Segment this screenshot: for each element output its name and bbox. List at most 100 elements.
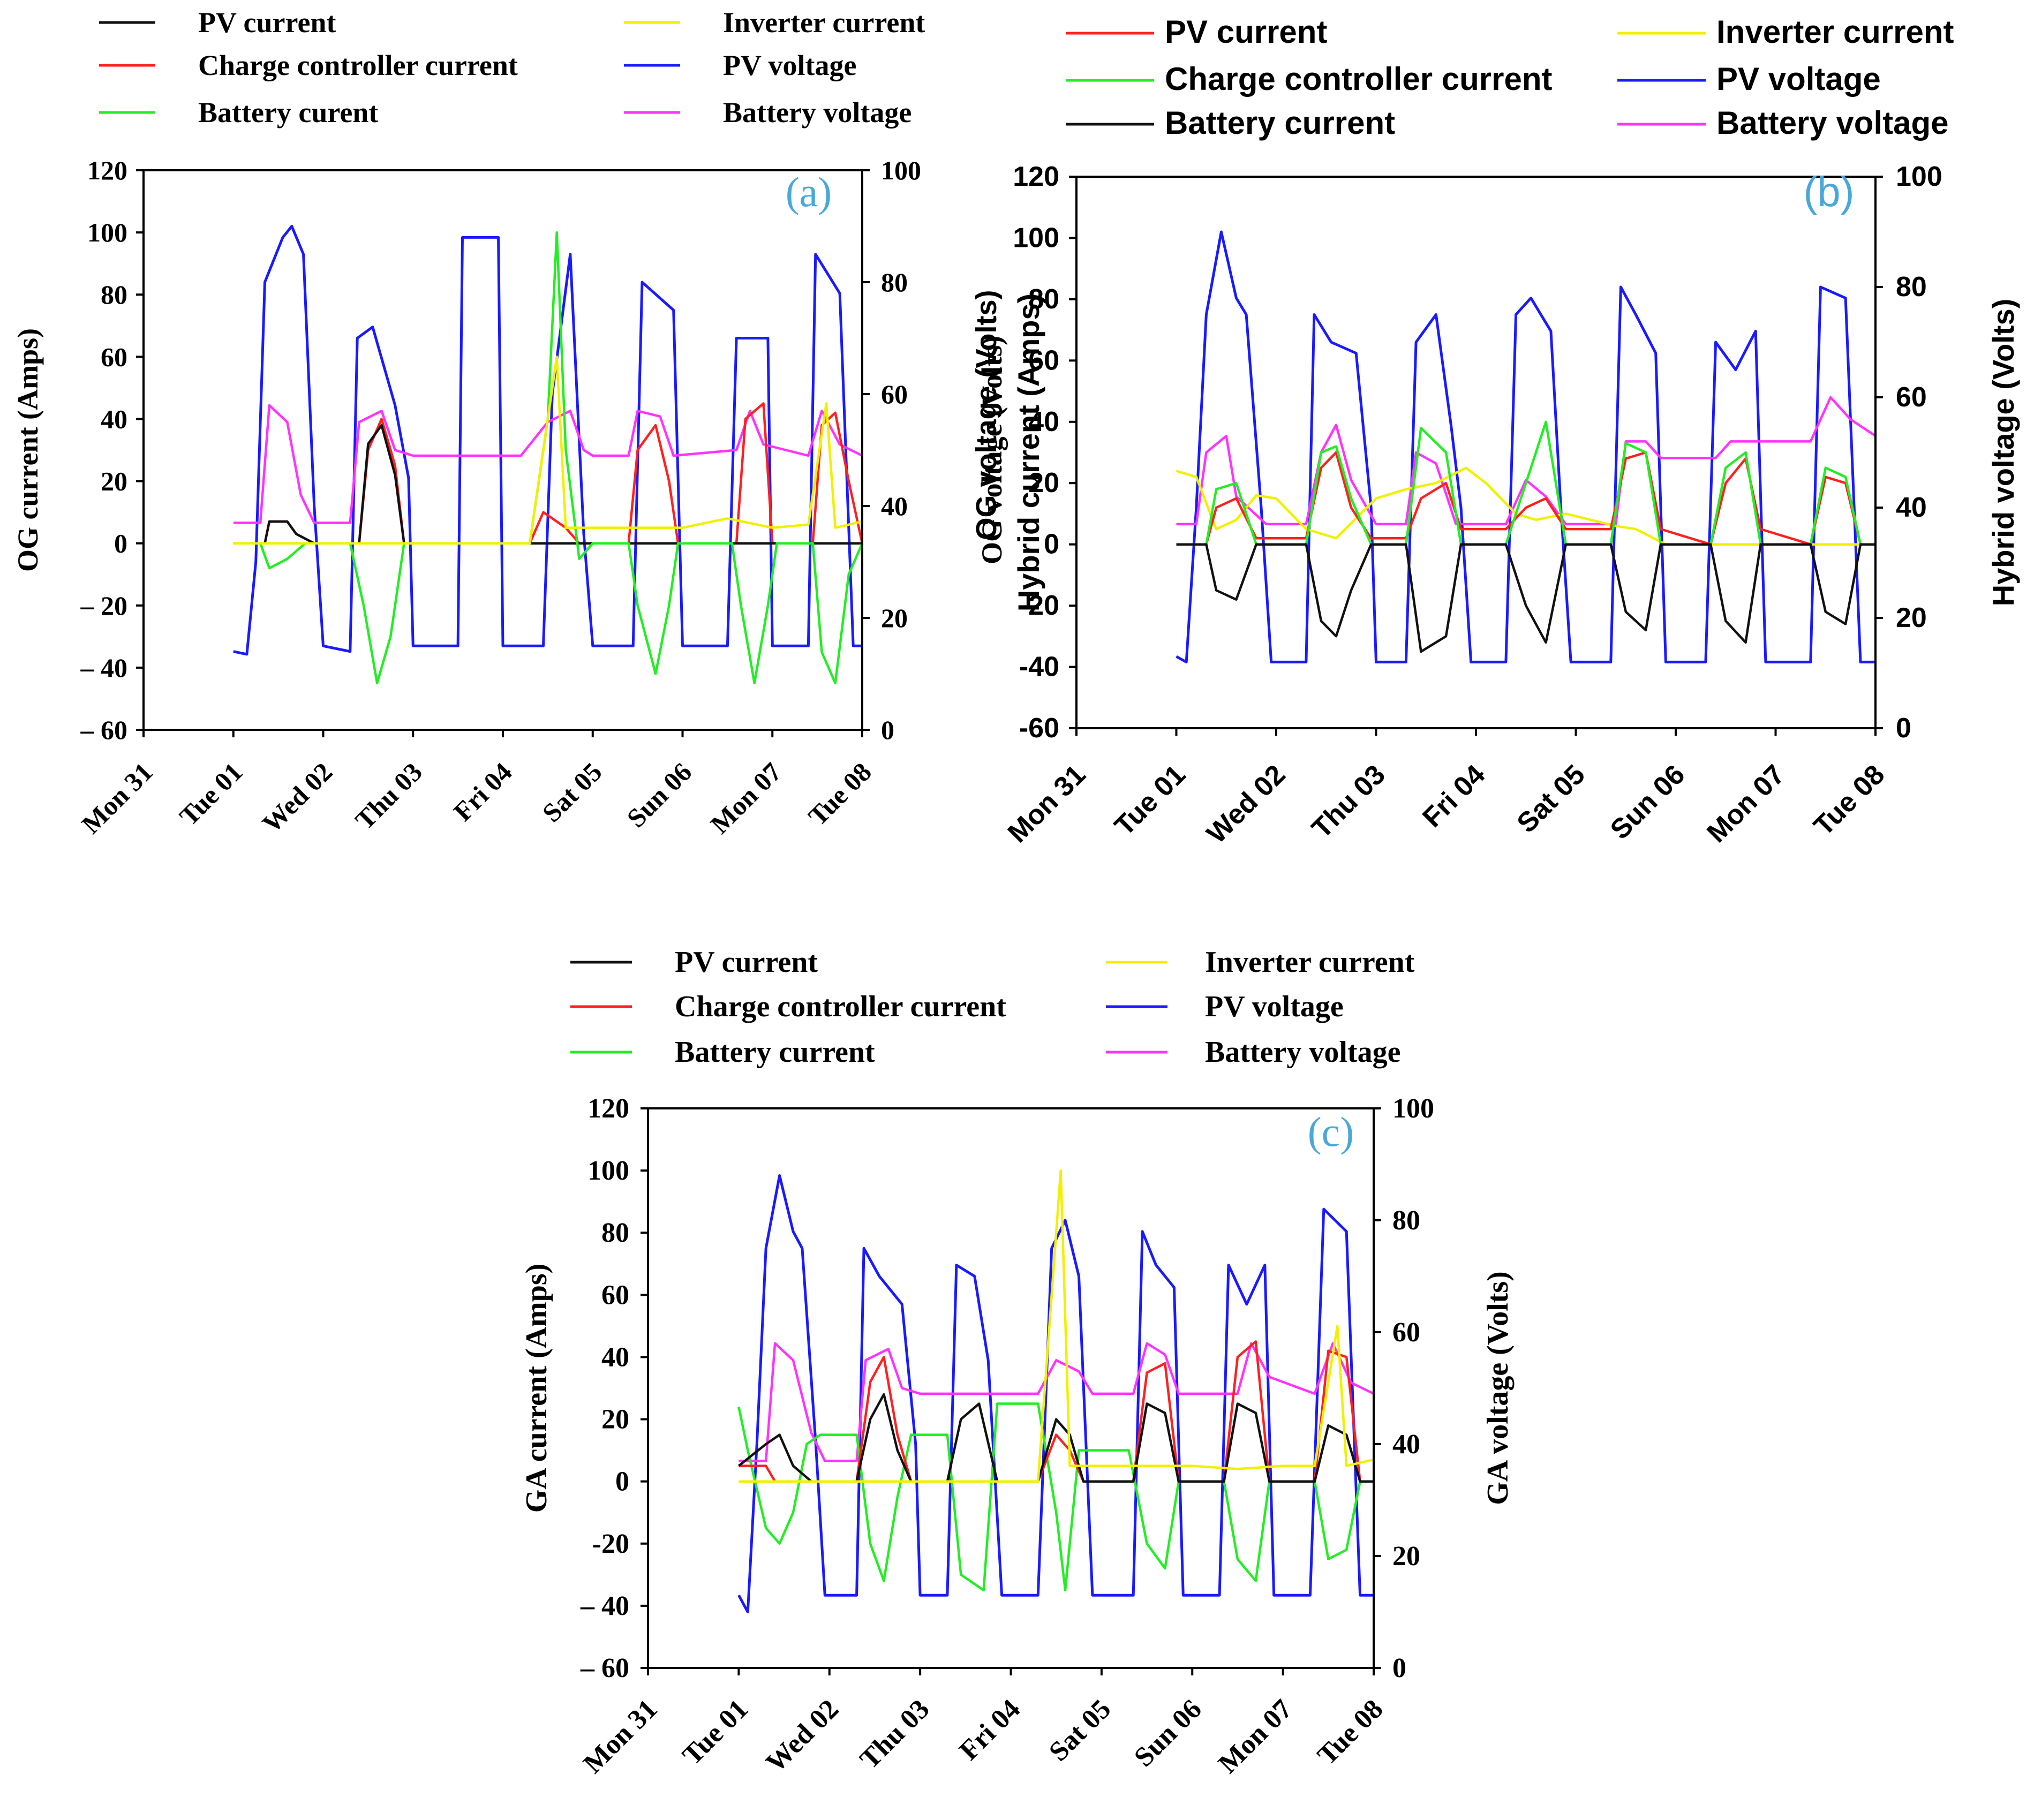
y2-tick-label: 0 <box>1392 1653 1406 1683</box>
chart-panel-a: 120 100 80 60 40 20 0 – 20 – 40 – 60 100 80 60 40 20 0 M… <box>12 6 1008 840</box>
y2-tick-label: 100 <box>1896 161 1942 192</box>
y-tick-label: 0 <box>615 1467 629 1497</box>
x-tick-label-sun-06: Sun 06 <box>1604 759 1691 845</box>
y-axis-label: Hybrid current (Amps) <box>1012 293 1045 611</box>
y2-tick-label: 60 <box>881 379 908 409</box>
panel-label: (a) <box>786 169 832 215</box>
y-tick-label: – 40 <box>580 1591 629 1621</box>
y2-tick-label: 20 <box>1392 1541 1420 1572</box>
x-tick-label-wed-02: Wed 02 <box>257 757 338 839</box>
legend-label-pv-voltage: PV voltage <box>1716 61 1881 97</box>
x-tick-label-sat-05: Sat 05 <box>537 757 608 828</box>
y-tick-label: 120 <box>87 155 127 185</box>
x-tick-label-fri-04: Fri 04 <box>448 757 518 827</box>
legend-label-charge-controller-current: Charge controller current <box>198 49 518 81</box>
x-tick-label-mon-07: Mon 07 <box>1701 759 1791 849</box>
y2-tick-label: 80 <box>1896 271 1927 303</box>
x-tick-label-wed-02: Wed 02 <box>1201 759 1291 849</box>
plot-frame <box>1075 176 1877 729</box>
legend-label-battery-voltage: Battery voltage <box>1205 1036 1400 1069</box>
legend-label-pv-current: PV current <box>1165 14 1327 50</box>
y2-tick-label: 40 <box>1392 1429 1420 1460</box>
y-tick-label: 60 <box>601 1280 629 1310</box>
x-tick-label-tue-01: Tue 01 <box>174 757 248 831</box>
y-tick-label: 120 <box>1013 161 1059 192</box>
series-line-pv-current <box>1176 451 1875 546</box>
y-tick-label: -20 <box>592 1529 629 1559</box>
y2-tick-label: 60 <box>1896 382 1927 413</box>
y2-axis-label: Hybrid voltage (Volts) <box>1986 299 2020 607</box>
legend-label-charge-controller-current: Charge controller current <box>1165 61 1553 97</box>
legend-label-battery-current: Battery current <box>675 1036 875 1069</box>
x-tick-label-fri-04: Fri 04 <box>1417 759 1491 833</box>
y-tick-label: 20 <box>601 1404 629 1435</box>
y-tick-label: 100 <box>87 217 127 247</box>
y2-tick-label: 20 <box>881 603 908 633</box>
y-tick-label: 0 <box>114 528 127 558</box>
series-line-battery-voltage <box>1176 396 1875 526</box>
y-axis-label: OG current (Amps) <box>12 328 44 572</box>
legend: PV current Charge controller current Batte… <box>99 6 925 129</box>
series-line-charge-controller-current <box>1176 420 1875 546</box>
series-group <box>1176 230 1875 663</box>
x-tick-label-mon-31: Mon 31 <box>578 1694 664 1779</box>
y-tick-label: 60 <box>1028 345 1059 376</box>
y-tick-label: 100 <box>587 1156 629 1186</box>
y2-tick-label: 100 <box>881 155 921 185</box>
legend-label-pv-voltage: PV voltage <box>723 49 856 81</box>
legend-label-pv-current: PV current <box>198 6 336 39</box>
y-tick-label: -40 <box>1019 652 1059 683</box>
legend-label-inverter-current: Inverter current <box>1716 14 1954 50</box>
y2-tick-label: 0 <box>881 715 894 745</box>
y-tick-label: – 60 <box>80 715 128 745</box>
series-line-battery-current <box>1176 543 1875 653</box>
series-line-pv-voltage <box>233 225 862 656</box>
x-tick-label-fri-04: Fri 04 <box>954 1694 1026 1766</box>
x-tick-label-wed-02: Wed 02 <box>760 1694 845 1778</box>
y2-tick-label: 100 <box>1392 1093 1434 1124</box>
y-tick-label: 40 <box>601 1342 629 1372</box>
legend-label-inverter-current: Inverter current <box>1205 946 1415 979</box>
series-line-inverter-current <box>739 1169 1374 1483</box>
x-tick-label-tue-01: Tue 01 <box>677 1694 754 1771</box>
y-tick-label: 80 <box>101 280 127 309</box>
y-axis-label-secondary: OG voltage (Volts) <box>970 290 1003 540</box>
x-tick-label-thu-03: Thu 03 <box>349 757 428 835</box>
series-line-pv-voltage <box>1176 230 1875 663</box>
series-line-battery-current <box>737 1402 1374 1592</box>
y2-tick-label: 20 <box>1896 602 1927 633</box>
legend-label-battery-voltage: Battery voltage <box>1716 105 1948 141</box>
series-line-inverter-current <box>233 356 862 545</box>
x-tick-label-tue-01: Tue 01 <box>1109 759 1192 842</box>
legend-label-battery-current: Battery current <box>1165 105 1395 141</box>
y-tick-label: -20 <box>1019 590 1059 621</box>
legend-label-pv-voltage: PV voltage <box>1205 990 1344 1023</box>
y-tick-label: 120 <box>587 1093 629 1124</box>
legend-label-battery-curent: Battery curent <box>198 96 378 129</box>
series-group <box>737 1169 1374 1613</box>
legend: PV current Charge controller current Batte… <box>570 946 1415 1069</box>
y2-tick-label: 80 <box>1392 1205 1420 1236</box>
y-tick-label: 60 <box>101 342 127 372</box>
legend-label-charge-controller-current: Charge controller current <box>675 990 1006 1023</box>
legend-label-pv-current: PV current <box>675 946 818 979</box>
panel-label: (b) <box>1803 168 1854 215</box>
y2-axis-label: OG voltage (Volts) <box>976 336 1008 564</box>
series-line-inverter-current <box>1176 466 1875 546</box>
y-tick-label: -60 <box>1019 713 1059 744</box>
panel-label: (c) <box>1308 1108 1354 1155</box>
series-line-pv-voltage <box>737 1174 1374 1613</box>
chart-panel-b: 120 100 80 60 40 20 0 -20 -40 -60 100 80 60 40 20 0 Mon … <box>970 14 2020 850</box>
x-tick-label-thu-03: Thu 03 <box>1306 759 1391 844</box>
y2-tick-label: 60 <box>1392 1317 1420 1348</box>
y2-axis-label: GA voltage (Volts) <box>1481 1271 1515 1505</box>
x-tick-label-sun-06: Sun 06 <box>621 757 697 833</box>
legend: PV current Charge controller current Batte… <box>1066 14 1954 141</box>
x-tick-label-mon-07: Mon 07 <box>705 757 788 840</box>
y2-tick-label: 40 <box>1896 492 1927 523</box>
x-tick-label-sat-05: Sat 05 <box>1511 759 1591 839</box>
y-tick-label: 40 <box>101 404 127 434</box>
y2-tick-label: 0 <box>1896 713 1911 744</box>
series-group <box>233 225 862 685</box>
